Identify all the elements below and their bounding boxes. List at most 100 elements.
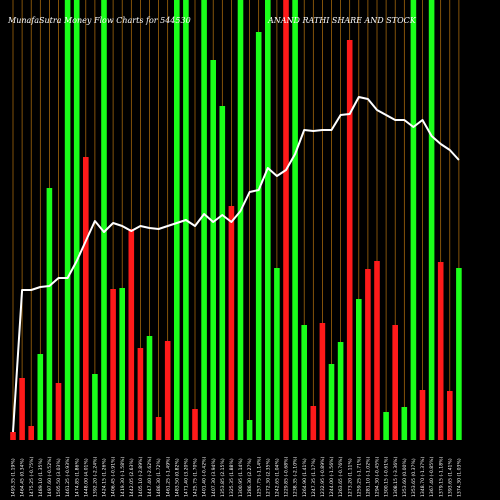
bar: [346, 40, 353, 440]
x-tick-label: 1272.30 (2.35%): [265, 458, 271, 497]
bar: [356, 299, 362, 440]
price-line-path: [12, 96, 460, 433]
x-tick-label: 1471.40 (3.20%): [184, 458, 190, 497]
bar: [155, 417, 162, 440]
bar: [64, 0, 71, 440]
bar: [228, 206, 235, 440]
bar: [237, 0, 244, 440]
x-tick-label: 1325.35 (1.88%): [229, 458, 235, 497]
x-tick-label: 1486.30 (1.72%): [156, 458, 162, 497]
x-tick-label: 1264.90 (1.41%): [302, 458, 308, 497]
bar: [192, 409, 198, 440]
bar: [437, 262, 444, 440]
bar: [265, 0, 271, 440]
bar: [301, 325, 307, 440]
chart-title: MunafaSutra Money Flow Charts for 544530: [7, 16, 191, 25]
bar: [137, 348, 144, 440]
x-tick-label: 1425.75 (1.70%): [193, 458, 199, 497]
vertical-grid: [12, 0, 460, 440]
bar: [92, 374, 98, 440]
bar: [292, 0, 298, 440]
x-tick-label: 1461.25 (-0.93%): [65, 457, 71, 497]
x-tick-label: 1286.30 (2.27%): [247, 458, 253, 497]
bar: [310, 406, 317, 440]
bar: [83, 157, 89, 440]
bar: [410, 0, 417, 440]
bar: [319, 323, 326, 440]
x-tick-label: 1493.35 (1.19%): [11, 458, 17, 497]
x-tick-label: 1232.95 (-0.89%): [320, 457, 326, 497]
bar: [101, 0, 107, 440]
x-tick-label: 1442.05 (2.63%): [129, 458, 135, 497]
x-tick-label: 1401.40 (-0.42%): [202, 457, 208, 497]
x-tick-label: 1353.85 (2.15%): [220, 458, 226, 497]
bar: [73, 0, 80, 440]
bar: [419, 390, 426, 440]
x-tick-label: 1353.60 (0.00%): [402, 458, 408, 497]
bar: [55, 383, 62, 440]
bar: [201, 0, 207, 440]
x-tick-label: 1405.10 (-2.89%): [138, 457, 144, 497]
bar: [128, 229, 135, 440]
x-tick-label: 1464.45 (0.34%): [20, 458, 26, 497]
bar: [456, 268, 462, 440]
bar: [46, 188, 53, 440]
money-flow-bars: [10, 0, 462, 440]
x-tick-labels: 1493.35 (1.19%) 1464.45 (0.34%) 1475.25 (-…: [11, 457, 463, 497]
x-tick-label: 1242.65 (1.04%): [275, 458, 281, 497]
x-tick-label: 1244.00 (-1.56%): [329, 457, 335, 497]
x-tick-label: 1393.65 (1.41%): [447, 458, 453, 497]
bar: [447, 391, 453, 440]
x-tick-label: 1238.35 (-2.10%): [293, 457, 299, 497]
x-tick-label: 1474.85 (1.86%): [74, 458, 80, 497]
bar: [365, 269, 371, 440]
bar: [283, 0, 289, 440]
bar: [401, 407, 408, 440]
bar: [146, 336, 153, 440]
x-tick-label: 1308.15 (-3.36%): [393, 457, 399, 497]
bar: [119, 288, 125, 440]
bar: [392, 325, 398, 440]
bar: [110, 289, 116, 440]
x-tick-label: 1447.40 (-2.62%): [147, 457, 153, 497]
bar: [19, 378, 25, 440]
chart-title-right: ANAND RATHI SHARE AND STOCK: [267, 16, 417, 25]
x-tick-label: 1392.20 (-2.24%): [93, 457, 99, 497]
x-tick-label: 1374.30 (1.03%): [457, 458, 463, 497]
x-tick-label: 1461.25 (-1.49%): [165, 457, 171, 497]
x-tick-label: 1300.95 (1.14%): [238, 458, 244, 497]
bar: [274, 268, 280, 440]
x-tick-label: 1505.50 (3.03%): [56, 458, 62, 497]
bar: [219, 106, 226, 440]
x-tick-label: 1475.25 (-0.75%): [29, 457, 35, 497]
x-tick-label: 1257.75 (-1.14%): [256, 457, 262, 497]
bar: [255, 32, 262, 440]
x-tick-label: 1483.50 (0.82%): [174, 458, 180, 497]
bar: [210, 60, 216, 440]
x-tick-label: 1259.25 (-1.71%): [356, 457, 362, 497]
bar: [328, 364, 335, 440]
x-tick-label: 1379.15 (-1.18%): [438, 457, 444, 497]
bar: [383, 412, 389, 440]
x-tick-label: 1424.15 (1.26%): [102, 458, 108, 497]
bar: [374, 261, 380, 440]
x-tick-label: 1353.65 (0.37%): [411, 458, 417, 497]
x-tick-label: 1407.30 (3.94%): [211, 458, 217, 497]
x-tick-label: 1229.85 (-0.68%): [284, 457, 290, 497]
bar: [164, 341, 171, 440]
x-tick-label: 1348.70 (-1.37%): [420, 457, 426, 497]
bar: [428, 0, 435, 440]
x-tick-label: 1263.65 (-0.76%): [338, 457, 344, 497]
x-tick-label: 1406.45 (-0.91%): [111, 457, 117, 497]
x-tick-label: 1247.35 (1.17%): [311, 458, 317, 497]
x-tick-label: 1281.10 (-1.02%): [366, 457, 372, 497]
x-tick-label: 1448.00 (4.01%): [83, 458, 89, 497]
x-tick-label: 1367.40 (-0.85%): [429, 457, 435, 497]
x-tick-label: 1294.30 (-0.45%): [375, 457, 381, 497]
bar: [337, 342, 344, 440]
bar: [10, 432, 16, 440]
x-tick-label: 1489.10 (1.35%): [38, 458, 44, 497]
x-tick-label: 1300.15 (-0.61%): [384, 457, 390, 497]
bar: [37, 354, 44, 440]
